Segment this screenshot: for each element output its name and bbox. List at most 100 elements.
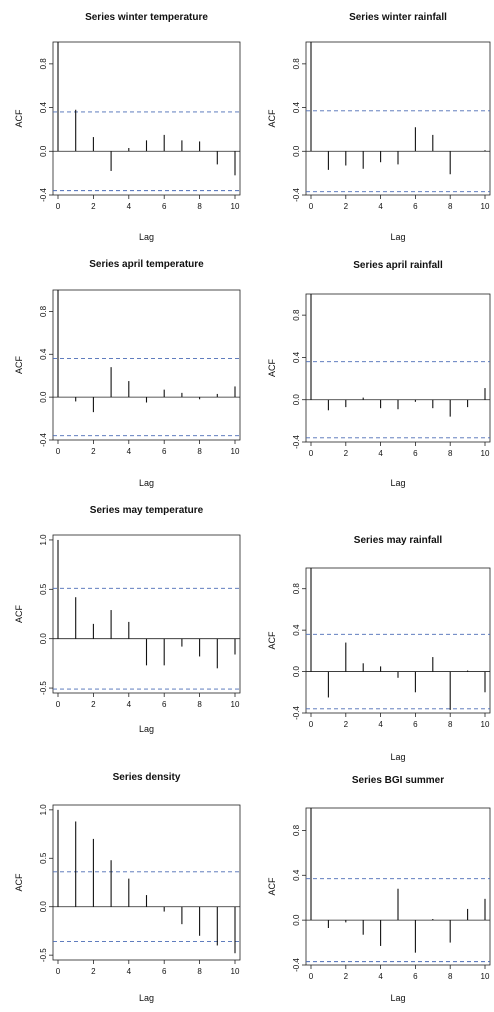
x-tick-label: 8 [197,700,202,709]
plot-frame [52,289,241,441]
x-tick-label: 10 [231,447,240,456]
y-tick-label: -0.4 [292,435,301,449]
x-tick-label: 6 [162,447,167,456]
x-tick-label: 6 [413,202,418,211]
x-tick-label: 0 [56,202,61,211]
y-tick-label: 0.4 [292,101,301,113]
chart-panel-8: Series BGI summer 0 2 4 6 8 10 -0.4 0.0 0.4 0.8 Lag… [267,775,491,1003]
y-tick-label: 0.8 [39,305,48,317]
x-tick-label: 4 [378,202,383,211]
y-tick-label: 0.0 [292,394,301,406]
y-axis-label: ACF [14,355,24,374]
chart-panel-1: Series winter temperature 0 2 4 6 8 10 -0.4 0.0 0… [14,12,241,242]
plot-frame [52,534,241,694]
plot-frame [305,293,491,443]
y-tick-label: 0.4 [292,624,301,636]
x-tick-label: 4 [378,449,383,458]
y-tick-label: 0.8 [292,824,301,836]
chart-title: Series winter rainfall [349,12,447,23]
y-tick-label: 1.0 [39,804,48,816]
y-tick-label: 0.8 [292,58,301,70]
x-tick-label: 10 [481,449,490,458]
plot-frame [52,41,241,196]
y-axis-label: ACF [14,873,24,892]
x-tick-label: 4 [127,700,132,709]
chart-title: Series april temperature [89,259,204,270]
chart-title: Series density [113,772,181,783]
x-tick-label: 2 [344,449,349,458]
x-tick-label: 10 [481,202,490,211]
y-tick-label: -0.4 [292,188,301,202]
y-tick-label: 0.8 [39,58,48,70]
y-axis-label: ACF [267,631,277,650]
y-tick-label: -0.4 [292,958,301,972]
x-tick-label: 6 [413,720,418,729]
x-tick-label: 4 [378,972,383,981]
y-axis-label: ACF [267,358,277,377]
chart-title: Series april rainfall [353,260,443,271]
x-axis-label: Lag [390,752,405,762]
x-tick-label: 0 [56,967,61,976]
y-tick-label: 0.4 [39,348,48,360]
x-axis-label: Lag [390,993,405,1003]
x-tick-label: 0 [309,202,314,211]
y-tick-label: 0.0 [292,145,301,157]
chart-panel-7: Series density 0 2 4 6 8 10 -0.5 0.0 0.5 1.0 Lag ACF [14,772,241,1003]
y-axis-label: ACF [267,877,277,896]
x-tick-label: 6 [162,202,167,211]
plot-frame [305,567,491,714]
y-tick-label: 0.0 [39,391,48,403]
y-tick-label: 0.8 [292,583,301,595]
x-tick-label: 2 [91,967,96,976]
y-tick-label: -0.5 [39,948,48,962]
chart-panel-3: Series april temperature 0 2 4 6 8 10 -0.4 0.0 0.… [14,259,241,488]
x-tick-label: 0 [309,972,314,981]
y-tick-label: 0.5 [39,583,48,595]
chart-title: Series BGI summer [352,775,444,786]
x-tick-label: 10 [481,720,490,729]
x-tick-label: 2 [344,202,349,211]
y-tick-label: 0.4 [39,101,48,113]
x-tick-label: 10 [231,967,240,976]
chart-title: Series winter temperature [85,12,208,23]
y-tick-label: 0.5 [39,852,48,864]
y-tick-label: 1.0 [39,534,48,546]
x-tick-label: 4 [127,202,132,211]
x-axis-label: Lag [139,724,154,734]
chart-panel-5: Series may temperature 0 2 4 6 8 10 -0.5 0.0 0.5 1… [14,505,241,734]
y-axis-label: ACF [14,109,24,128]
x-tick-label: 6 [413,449,418,458]
x-tick-label: 10 [231,202,240,211]
x-tick-label: 8 [448,720,453,729]
x-tick-label: 0 [56,447,61,456]
y-tick-label: 0.0 [39,633,48,645]
chart-panel-6: Series may rainfall 0 2 4 6 8 10 -0.4 0.0 0.4 0.8 L… [267,535,491,762]
y-tick-label: 0.0 [39,901,48,913]
y-tick-label: -0.4 [292,706,301,720]
x-tick-label: 4 [127,967,132,976]
x-tick-label: 0 [309,720,314,729]
y-tick-label: 0.0 [292,665,301,677]
x-axis-label: Lag [390,478,405,488]
y-tick-label: -0.5 [39,681,48,695]
plot-frame [305,807,491,966]
y-tick-label: 0.0 [292,914,301,926]
y-tick-label: 0.0 [39,145,48,157]
y-tick-label: -0.4 [39,188,48,202]
x-axis-label: Lag [139,993,154,1003]
x-tick-label: 2 [344,720,349,729]
plot-frame [52,804,241,961]
x-tick-label: 8 [197,447,202,456]
y-tick-label: -0.4 [39,433,48,447]
x-tick-label: 0 [309,449,314,458]
x-tick-label: 6 [162,967,167,976]
x-tick-label: 10 [481,972,490,981]
x-tick-label: 8 [197,967,202,976]
x-tick-label: 8 [197,202,202,211]
chart-title: Series may temperature [90,505,204,516]
x-tick-label: 8 [448,449,453,458]
x-tick-label: 0 [56,700,61,709]
x-tick-label: 4 [127,447,132,456]
y-axis-label: ACF [267,109,277,128]
